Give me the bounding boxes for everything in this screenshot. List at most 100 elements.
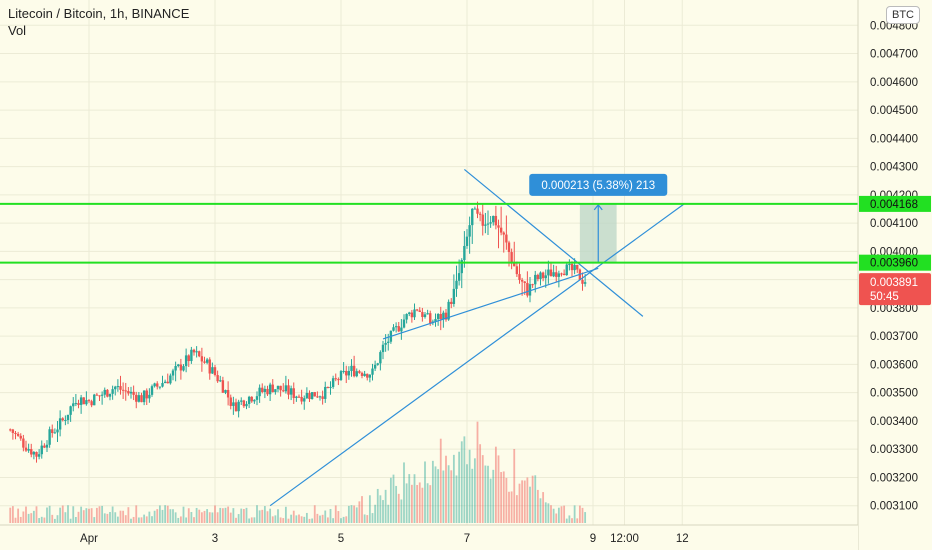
candle-body xyxy=(247,396,251,404)
volume-bar xyxy=(361,496,363,523)
candle-body xyxy=(439,314,442,320)
volume-bar xyxy=(185,517,188,523)
candle-body xyxy=(381,344,385,353)
volume-bar xyxy=(103,513,106,523)
volume-bar xyxy=(151,516,153,523)
volume-bar xyxy=(319,515,321,523)
candle-body xyxy=(531,284,534,286)
candle-body xyxy=(111,389,114,394)
volume-bar xyxy=(439,438,442,523)
y-tick-label: 0.003800 xyxy=(870,303,918,315)
candle-body xyxy=(468,225,471,237)
candle-body xyxy=(442,312,445,320)
candle-body xyxy=(266,388,269,395)
volume-bar xyxy=(316,513,319,523)
candle-body xyxy=(486,223,490,225)
candle-body xyxy=(515,266,519,275)
volume-bar xyxy=(25,506,27,523)
volume-bar xyxy=(224,507,227,523)
candle-body xyxy=(216,375,219,382)
volume-bar xyxy=(22,511,25,523)
candle-body xyxy=(415,309,419,311)
candle-body xyxy=(436,314,440,320)
volume-bar xyxy=(526,477,529,523)
volume-bar xyxy=(256,505,258,523)
candle-body xyxy=(520,279,524,282)
volume-bar xyxy=(311,518,314,523)
volume-bar xyxy=(182,506,185,523)
candle-body xyxy=(237,401,240,412)
volume-bar xyxy=(510,491,513,523)
volume-bar xyxy=(290,514,293,523)
candle-body xyxy=(450,301,453,304)
volume-bar xyxy=(447,465,450,523)
candle-body xyxy=(481,214,484,226)
volume-bar xyxy=(287,518,290,523)
candle-body xyxy=(276,385,280,390)
volume-bar xyxy=(529,486,531,523)
candle-body xyxy=(523,281,526,283)
volume-bar xyxy=(337,511,340,523)
volume-bar xyxy=(581,507,584,523)
candle-body xyxy=(45,444,49,448)
y-tick-label: 0.003200 xyxy=(870,472,918,484)
candle-body xyxy=(473,208,477,210)
volume-bar xyxy=(203,510,206,523)
y-tick-label: 0.004700 xyxy=(870,49,918,61)
volume-bar xyxy=(450,470,453,523)
volume-bar xyxy=(130,518,132,523)
candle-body xyxy=(24,447,28,451)
volume-bar xyxy=(148,511,151,523)
candle-body xyxy=(190,349,193,362)
volume-bar xyxy=(43,517,46,523)
volume-bar xyxy=(114,512,117,523)
candle-body xyxy=(421,312,424,318)
volume-bar xyxy=(119,510,122,523)
volume-bar xyxy=(355,507,358,523)
candle-body xyxy=(347,370,351,376)
candle-body xyxy=(95,394,99,396)
volume-bar xyxy=(426,483,429,523)
candle-body xyxy=(274,389,277,393)
candle-body xyxy=(418,310,421,313)
volume-bar xyxy=(211,512,214,523)
volume-bar xyxy=(429,485,432,523)
volume-bar xyxy=(229,512,232,523)
level-tag-label: 0.003960 xyxy=(870,258,918,270)
candle-body xyxy=(305,392,309,399)
volume-bar xyxy=(295,515,298,523)
candle-body xyxy=(366,373,369,378)
candle-body xyxy=(429,313,432,324)
volume-bar xyxy=(32,510,35,523)
candle-body xyxy=(536,274,540,280)
candle-body xyxy=(534,274,537,285)
candle-body xyxy=(284,385,288,392)
candle-body xyxy=(544,275,547,279)
volume-bar xyxy=(563,505,566,523)
candle-body xyxy=(368,374,372,378)
candle-body xyxy=(79,397,83,405)
measure-arrowhead xyxy=(593,203,603,211)
candle-body xyxy=(51,429,54,434)
candle-body xyxy=(576,264,579,270)
volume-bar xyxy=(479,444,482,523)
volume-bar xyxy=(332,518,335,523)
volume-bar xyxy=(518,483,521,523)
candle-body xyxy=(114,386,117,390)
candle-body xyxy=(208,359,211,374)
x-tick-label: 3 xyxy=(212,533,218,545)
volume-bar xyxy=(101,505,104,523)
currency-button[interactable]: BTC xyxy=(886,6,920,24)
volume-bar xyxy=(14,517,17,523)
volume-bar xyxy=(376,488,379,523)
level-tag xyxy=(859,195,931,212)
candle-body xyxy=(119,386,122,390)
volume-bar xyxy=(308,518,311,523)
candle-body xyxy=(140,395,143,403)
volume-bar xyxy=(350,505,353,523)
volume-bar xyxy=(237,514,240,523)
volume-bar xyxy=(442,470,445,523)
candle-body xyxy=(64,420,67,422)
volume-bar xyxy=(109,511,111,523)
